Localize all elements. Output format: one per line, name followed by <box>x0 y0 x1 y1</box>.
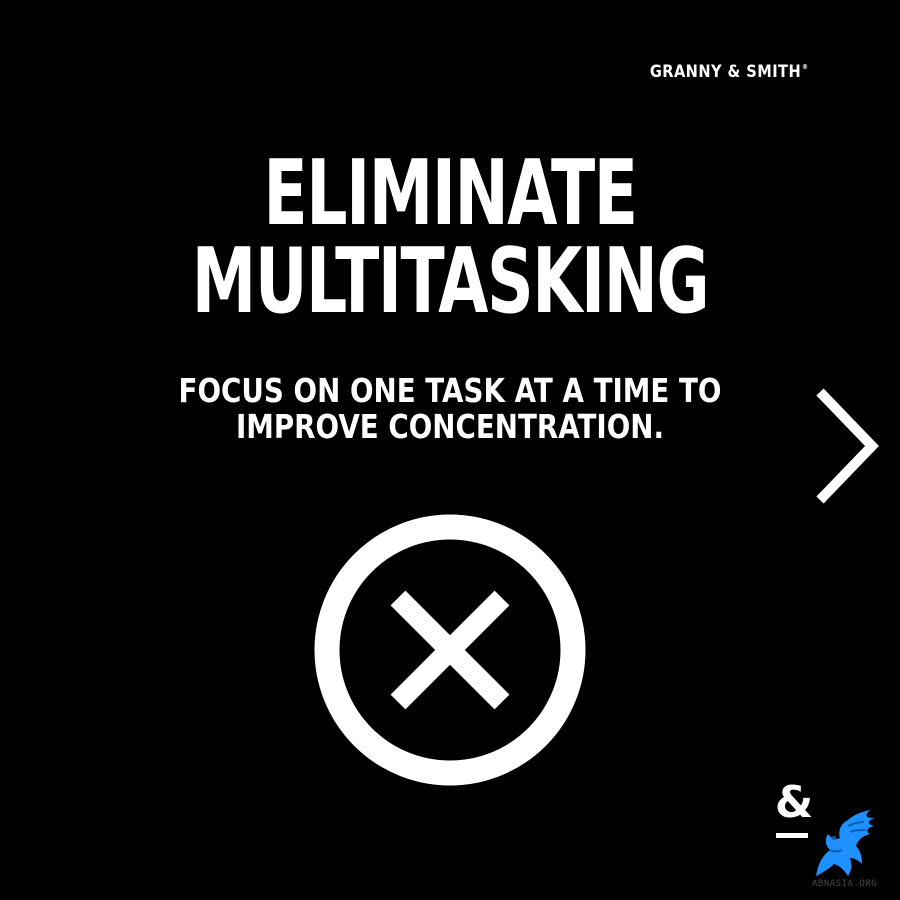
registered-mark: ® <box>801 63 808 71</box>
headline-line-1: ELIMINATE <box>263 141 638 246</box>
brand-logo: GRANNY & SMITH® <box>649 62 808 82</box>
chevron-right-icon <box>816 388 879 504</box>
ampersand-underline <box>776 833 808 838</box>
ampersand-glyph: & <box>774 777 814 828</box>
subheadline-line-1: FOCUS ON ONE TASK AT A TIME TO <box>178 371 722 410</box>
ampersand-logo: & <box>774 777 814 840</box>
circled-x-icon <box>313 513 587 787</box>
subheadline-line-2: IMPROVE CONCENTRATION. <box>235 407 665 446</box>
brand-name: GRANNY & SMITH <box>649 62 801 82</box>
headline: ELIMINATE MULTITASKING <box>0 141 900 334</box>
watermark-text: ABNASIA.ORG <box>812 879 878 889</box>
griffin-logo-icon <box>808 806 878 880</box>
headline-line-2: MULTITASKING <box>191 229 710 334</box>
next-slide-button[interactable] <box>812 388 882 504</box>
subheadline: FOCUS ON ONE TASK AT A TIME TO IMPROVE C… <box>0 373 900 445</box>
